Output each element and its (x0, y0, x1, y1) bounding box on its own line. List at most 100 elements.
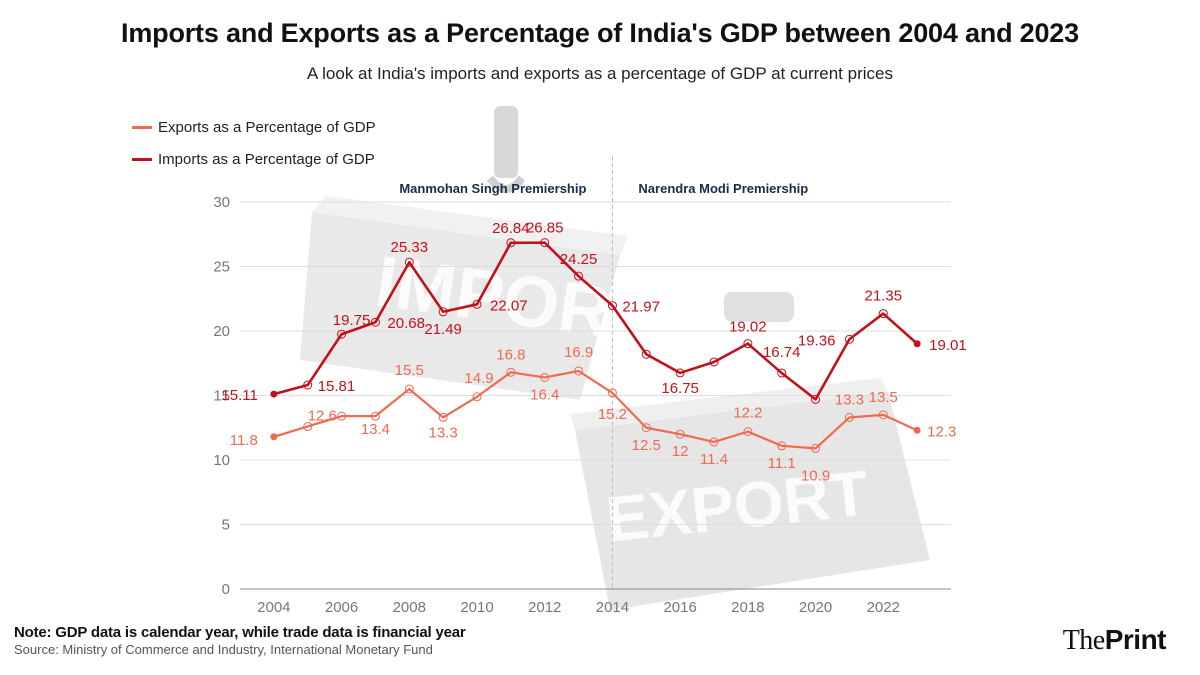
data-point (777, 368, 787, 378)
data-point (913, 426, 921, 434)
data-label: 22.07 (490, 297, 528, 314)
data-label: 12 (672, 443, 689, 460)
data-label: 13.4 (361, 421, 390, 438)
legend-label-imports: Imports as a Percentage of GDP (158, 150, 375, 168)
data-label: 16.74 (763, 344, 801, 361)
data-point (811, 394, 821, 404)
data-label: 11.4 (700, 451, 728, 468)
data-point (472, 299, 482, 309)
data-label: 12.6 (308, 407, 337, 424)
data-point (641, 423, 651, 433)
data-label: 15.81 (318, 378, 356, 395)
x-tick-label: 2014 (596, 599, 629, 616)
data-point (472, 392, 482, 402)
data-label: 21.35 (865, 288, 903, 305)
brand-logo: ThePrint (1062, 624, 1167, 657)
x-tick-label: 2020 (799, 599, 832, 616)
data-point (878, 309, 888, 319)
footer-source: Source: Ministry of Commerce and Industr… (14, 642, 433, 657)
data-point (607, 388, 617, 398)
annotation-narendra-modi: Narendra Modi Premiership (638, 181, 808, 196)
data-label: 25.33 (391, 239, 429, 256)
y-tick-label: 5 (222, 517, 230, 534)
data-point (574, 366, 584, 376)
container-illustration-export: EXPORT (570, 292, 930, 610)
data-label: 16.8 (496, 346, 525, 363)
data-point (607, 301, 617, 311)
data-point (844, 412, 854, 422)
data-label: 11.8 (230, 432, 258, 449)
x-tick-label: 2016 (663, 599, 696, 616)
data-point (675, 429, 685, 439)
series-line (273, 369, 918, 450)
chart-subtitle: A look at India's imports and exports as… (307, 64, 893, 83)
x-tick-label: 2006 (325, 599, 358, 616)
data-point (743, 427, 753, 437)
y-tick-label: 0 (222, 581, 230, 598)
data-label: 26.85 (526, 220, 564, 237)
series-line (273, 241, 919, 401)
data-point (370, 411, 380, 421)
data-label: 15.2 (598, 406, 627, 423)
data-point (270, 433, 278, 441)
data-point (844, 334, 854, 344)
data-point (709, 357, 719, 367)
footer-note: Note: GDP data is calendar year, while t… (14, 624, 466, 641)
data-label: 10.9 (801, 467, 830, 484)
legend-swatch-exports (132, 125, 152, 129)
chart-title: Imports and Exports as a Percentage of I… (121, 18, 1079, 48)
data-label: 16.75 (661, 380, 699, 397)
data-label: 16.9 (564, 344, 593, 361)
x-tick-label: 2018 (731, 599, 764, 616)
data-point (641, 349, 651, 359)
data-point (438, 307, 448, 317)
grid (240, 201, 951, 590)
data-label: 20.68 (387, 315, 425, 332)
legend-item-exports: Exports as a Percentage of GDP (132, 114, 376, 140)
x-tick-label: 2010 (460, 599, 493, 616)
data-point (337, 411, 347, 421)
data-label: 14.9 (464, 370, 493, 387)
x-tick-label: 2004 (257, 599, 290, 616)
data-label: 19.02 (729, 319, 767, 336)
data-label: 12.2 (733, 405, 762, 422)
data-label: 19.01 (929, 337, 967, 354)
data-label: 11.1 (768, 455, 796, 472)
data-point (506, 367, 516, 377)
y-tick-label: 30 (213, 194, 230, 211)
legend-swatch-imports (132, 157, 152, 161)
y-tick-label: 15 (213, 388, 230, 405)
y-tick-label: 10 (213, 452, 230, 469)
x-tick-label: 2012 (528, 599, 561, 616)
brand-light: The (1062, 625, 1106, 656)
data-label: 26.84 (492, 220, 530, 237)
data-point (404, 257, 414, 267)
data-label: 19.36 (798, 332, 836, 349)
data-point (506, 238, 516, 248)
x-axis: 2004 2006 2008 2010 2012 2014 2016 2018 2020 2022 (257, 599, 900, 616)
data-point (777, 441, 787, 451)
data-point (574, 271, 584, 281)
data-point (540, 372, 550, 382)
data-point (878, 410, 888, 420)
data-label: 12.5 (632, 437, 661, 454)
container-illustration-import: IMPORT (300, 106, 660, 400)
data-point (540, 238, 550, 248)
x-tick-label: 2022 (867, 599, 900, 616)
series-exports: 11.8 12.6 13.4 15.5 13.3 14.916.8 16.4 16.9 15.2… (230, 344, 957, 484)
annotation-manmohan-singh: Manmohan Singh Premiership (399, 181, 586, 196)
data-label: 24.25 (560, 251, 598, 268)
data-label: 13.3 (835, 391, 864, 408)
data-point (438, 412, 448, 422)
data-point (743, 339, 753, 349)
legend-label-exports: Exports as a Percentage of GDP (158, 118, 376, 136)
data-point (709, 437, 719, 447)
data-label: 13.3 (429, 424, 458, 441)
y-tick-label: 20 (213, 323, 230, 340)
y-tick-label: 25 (213, 259, 230, 276)
data-point (370, 317, 380, 327)
data-label: 15.5 (395, 362, 424, 379)
data-point (913, 340, 921, 348)
data-point (675, 368, 685, 378)
